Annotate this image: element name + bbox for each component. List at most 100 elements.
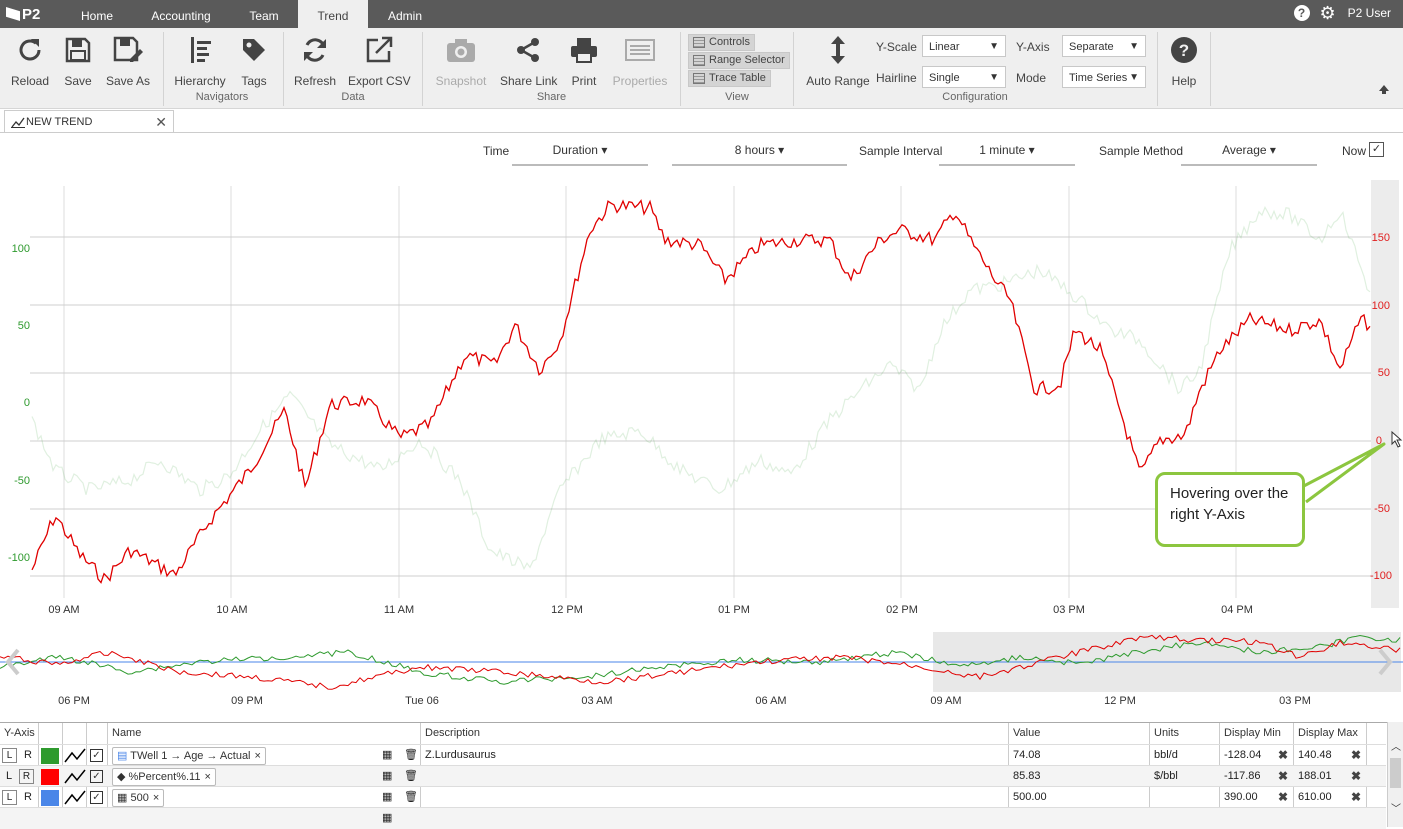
clear-min-icon[interactable]: ✖ [1278, 790, 1289, 804]
calculator-icon[interactable]: ▦ [382, 812, 393, 824]
nav-tab-trend[interactable]: Trend [298, 0, 368, 28]
auto-range-button[interactable]: Auto Range [806, 32, 870, 88]
color-swatch[interactable] [41, 790, 59, 806]
clear-max-icon[interactable]: ✖ [1351, 790, 1362, 804]
clear-max-icon[interactable]: ✖ [1351, 769, 1362, 783]
remove-chip-icon[interactable]: × [204, 771, 211, 783]
table-row[interactable]: L R ✓ ▤ TWell 1 → Age → Actual × ▦ 🗑 Z.Lu… [0, 744, 1386, 766]
color-swatch[interactable] [41, 748, 59, 764]
display-min-cell[interactable]: 390.00 [1224, 791, 1258, 803]
display-max-cell[interactable]: 140.48 [1298, 749, 1332, 761]
nav-tab-accounting[interactable]: Accounting [151, 9, 211, 23]
visible-checkbox[interactable]: ✓ [90, 791, 103, 804]
scroll-up-icon[interactable]: ︿ [1391, 742, 1401, 753]
nav-tab-team[interactable]: Team [249, 9, 279, 23]
hours-dropdown[interactable]: 8 hours ▾ [672, 138, 847, 166]
save-as-button[interactable]: Save As [104, 32, 152, 88]
y-scale-select[interactable]: Linear ▼ [922, 35, 1006, 57]
display-max-cell[interactable]: 188.01 [1298, 770, 1332, 782]
visible-checkbox[interactable]: ✓ [90, 749, 103, 762]
export-csv-button[interactable]: Export CSV [348, 32, 411, 88]
visible-checkbox[interactable]: ✓ [90, 770, 103, 783]
right-axis-button[interactable]: R [19, 769, 34, 784]
table-row[interactable]: L R ✓ ▦ 500 × ▦ 🗑 500.00 390.00 ✖ 610.00 … [0, 786, 1386, 808]
left-axis-button[interactable]: L [2, 748, 17, 763]
clear-min-icon[interactable]: ✖ [1278, 769, 1289, 783]
properties-button[interactable]: Properties [612, 32, 668, 88]
clear-min-icon[interactable]: ✖ [1278, 748, 1289, 762]
remove-chip-icon[interactable]: × [254, 750, 261, 762]
table-row[interactable]: L R ✓ ◆ %Percent%.11 × ▦ 🗑 85.83 $/bbl -1… [0, 765, 1386, 787]
user-name[interactable]: P2 User [1347, 6, 1391, 20]
header-yaxis[interactable]: Y-Axis [4, 727, 35, 739]
right-y-axis-hover-band[interactable] [1371, 180, 1399, 608]
hairline-select[interactable]: Single ▼ [922, 66, 1006, 88]
duration-dropdown[interactable]: Duration ▾ [512, 138, 648, 166]
header-value[interactable]: Value [1013, 727, 1041, 739]
series-red-line[interactable] [31, 199, 1371, 584]
right-axis-button[interactable]: R [24, 791, 32, 803]
snapshot-button[interactable]: Snapshot [434, 32, 488, 88]
help-button[interactable]: ? Help [1166, 32, 1202, 88]
trend-document-tab[interactable]: NEW TREND ✕ [4, 110, 174, 133]
table-scrollbar[interactable]: ︿ ﹀ [1387, 722, 1403, 827]
y-axis-select[interactable]: Separate ▼ [1062, 35, 1146, 57]
trend-chart[interactable] [0, 170, 1403, 620]
scroll-thumb[interactable] [1390, 758, 1401, 788]
trace-name-chip[interactable]: ▦ 500 × [112, 789, 165, 807]
tags-button[interactable]: Tags [236, 32, 272, 88]
range-navigator[interactable] [0, 632, 1403, 692]
range-selector-toggle[interactable]: Range Selector [688, 52, 790, 69]
header-name[interactable]: Name [112, 727, 142, 739]
line-style-icon[interactable] [64, 768, 86, 785]
header-display-max[interactable]: Display Max [1298, 727, 1358, 739]
close-tab-icon[interactable]: ✕ [155, 114, 167, 130]
sample-interval-dropdown[interactable]: 1 minute ▾ [939, 138, 1075, 166]
nav-tab-home[interactable]: Home [80, 9, 113, 23]
display-min-cell[interactable]: -128.04 [1224, 749, 1262, 761]
scroll-left-icon[interactable] [5, 648, 20, 676]
hierarchy-button[interactable]: Hierarchy [174, 32, 226, 88]
trace-table-toggle[interactable]: Trace Table [688, 70, 771, 87]
sample-method-dropdown[interactable]: Average ▾ [1181, 138, 1317, 166]
delete-icon[interactable]: 🗑 [404, 791, 418, 803]
left-axis-button[interactable]: L [2, 790, 17, 805]
share-link-button[interactable]: Share Link [500, 32, 557, 88]
clear-max-icon[interactable]: ✖ [1351, 748, 1362, 762]
table-row-new[interactable]: ▦ [0, 807, 1386, 829]
refresh-button[interactable]: Refresh [294, 32, 336, 88]
header-description[interactable]: Description [425, 727, 481, 739]
gear-icon[interactable]: ⚙ [1319, 3, 1336, 23]
scroll-down-icon[interactable]: ﹀ [1391, 804, 1401, 815]
reload-button[interactable]: Reload [8, 32, 52, 88]
trace-name-chip[interactable]: ▤ TWell 1 → Age → Actual × [112, 747, 266, 765]
help-icon[interactable]: ? [1293, 5, 1310, 21]
header-units[interactable]: Units [1154, 727, 1180, 739]
mode-select[interactable]: Time Series ▼ [1062, 66, 1146, 88]
delete-icon[interactable]: 🗑 [404, 770, 418, 782]
nav-tab-admin[interactable]: Admin [387, 9, 422, 23]
calculator-icon[interactable]: ▦ [382, 791, 393, 803]
delete-icon[interactable]: 🗑 [404, 749, 418, 761]
series-green-line[interactable] [31, 206, 1371, 571]
color-swatch[interactable] [41, 769, 59, 785]
display-max-cell[interactable]: 610.00 [1298, 791, 1332, 803]
collapse-ribbon-icon[interactable] [1378, 83, 1390, 95]
now-checkbox[interactable]: ✓ [1369, 142, 1384, 157]
ribbon-separator [422, 32, 423, 106]
print-button[interactable]: Print [566, 32, 602, 88]
line-style-icon[interactable] [64, 747, 86, 764]
p2-logo[interactable]: P2 [6, 4, 40, 24]
scroll-right-icon[interactable] [1378, 648, 1393, 676]
header-display-min[interactable]: Display Min [1224, 727, 1281, 739]
calculator-icon[interactable]: ▦ [382, 770, 393, 782]
right-axis-button[interactable]: R [24, 749, 32, 761]
controls-toggle[interactable]: Controls [688, 34, 755, 51]
left-axis-button[interactable]: L [6, 770, 13, 782]
line-style-icon[interactable] [64, 789, 86, 806]
trace-name-chip[interactable]: ◆ %Percent%.11 × [112, 768, 216, 786]
save-button[interactable]: Save [60, 32, 96, 88]
display-min-cell[interactable]: -117.86 [1224, 770, 1261, 782]
calculator-icon[interactable]: ▦ [382, 749, 393, 761]
remove-chip-icon[interactable]: × [152, 792, 160, 804]
